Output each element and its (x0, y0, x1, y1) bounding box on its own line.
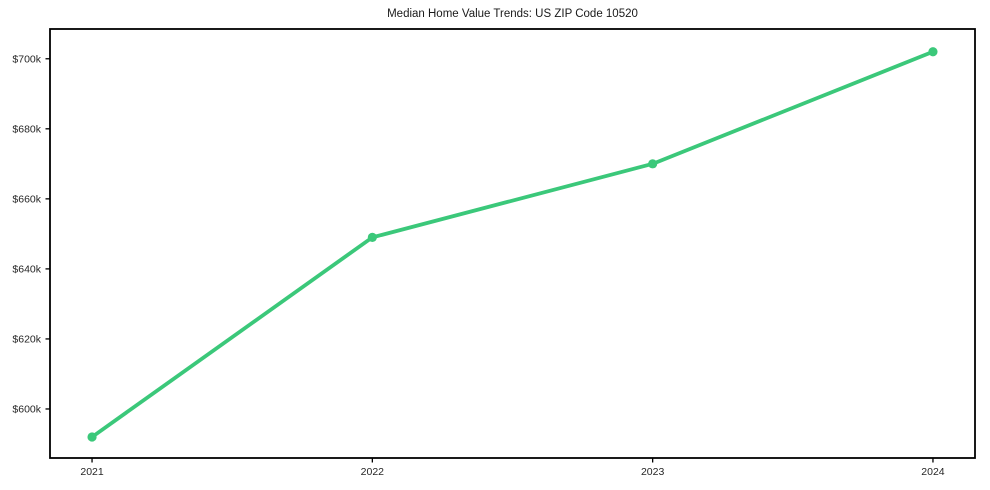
y-tick-label: $640k (12, 263, 41, 275)
x-tick-label: 2022 (361, 466, 385, 478)
y-tick-label: $680k (12, 123, 41, 135)
data-point-marker-2022 (367, 232, 377, 242)
chart-title: Median Home Value Trends: US ZIP Code 10… (387, 8, 638, 20)
trend-line (90, 49, 935, 439)
data-point-marker-2024 (928, 47, 938, 57)
x-tick-label: 2021 (80, 466, 104, 478)
y-tick-label: $600k (12, 404, 41, 416)
plot-border (49, 28, 976, 459)
data-point-marker-2023 (648, 159, 658, 169)
y-tick-label: $660k (12, 193, 41, 205)
data-point-marker-2021 (87, 432, 97, 442)
x-tick-label: 2023 (641, 466, 665, 478)
x-tick-label: 2024 (921, 466, 945, 478)
y-tick-label: $620k (12, 334, 41, 346)
y-tick-label: $700k (12, 53, 41, 65)
